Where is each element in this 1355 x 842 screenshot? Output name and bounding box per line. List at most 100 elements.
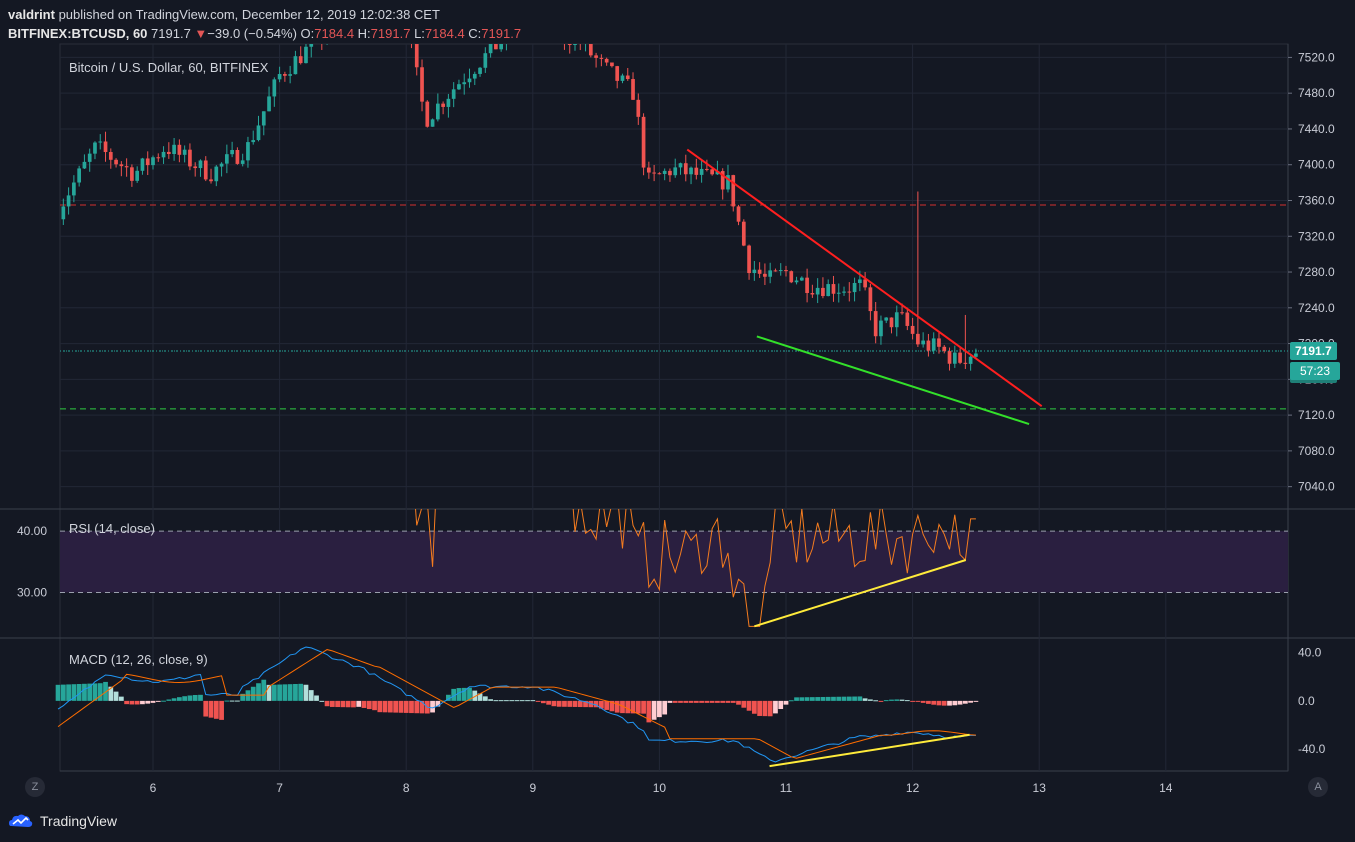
macd-histogram-bar <box>308 690 314 701</box>
y-tick-label: 7280.0 <box>1298 265 1335 279</box>
candle-body <box>246 142 250 161</box>
candle-body <box>884 317 889 321</box>
candle-body <box>87 153 92 162</box>
candle-body <box>731 175 736 207</box>
macd-histogram-bar <box>952 700 958 706</box>
candle-body <box>478 67 482 74</box>
candle-body <box>336 18 340 19</box>
low-label: L: <box>414 26 425 41</box>
candle-body <box>937 338 941 347</box>
candle-body <box>547 21 551 30</box>
macd-histogram-bar <box>699 700 704 703</box>
x-tick-label: 9 <box>529 781 536 795</box>
close-label: C: <box>468 26 482 41</box>
macd-histogram-bar <box>514 700 520 702</box>
candle-body <box>536 20 540 23</box>
macd-histogram-bar <box>171 698 177 701</box>
candle-body <box>198 160 203 169</box>
macd-histogram-bar <box>736 700 741 705</box>
candle-body <box>736 206 741 222</box>
candle-body <box>752 269 757 274</box>
candle-body <box>320 32 324 41</box>
macd-histogram-bar <box>693 700 699 703</box>
macd-histogram-bar <box>198 694 203 701</box>
candle-body <box>836 292 841 294</box>
macd-histogram-bar <box>873 700 879 702</box>
macd-histogram-bar <box>540 700 546 704</box>
macd-histogram-bar <box>161 700 166 702</box>
horizontal-levels <box>60 204 1288 410</box>
macd-histogram-bar <box>377 700 383 713</box>
macd-histogram-bar <box>799 697 805 701</box>
y-tick-label: 7520.0 <box>1298 50 1335 64</box>
candle-body <box>156 157 161 159</box>
candle-body <box>293 56 298 75</box>
candle-body <box>963 362 968 364</box>
macd-histogram-bar <box>672 700 678 703</box>
macd-histogram-bar <box>667 700 673 703</box>
macd-histogram-bar <box>794 697 799 701</box>
macd-histogram-bar <box>82 683 87 701</box>
candle-body <box>309 44 314 47</box>
ticker-symbol[interactable]: BITFINEX:BTCUSD, 60 <box>8 26 148 41</box>
candle-body <box>510 27 514 31</box>
candle-body <box>931 338 936 351</box>
candle-body <box>858 279 862 283</box>
candle-body <box>531 22 535 24</box>
macd-histogram-bar <box>920 700 926 703</box>
rsi-band <box>60 531 1288 593</box>
candle-body <box>230 149 234 155</box>
macd-histogram-bar <box>340 700 346 708</box>
macd-histogram-bar <box>846 696 852 701</box>
zoom-circle-button[interactable]: Z <box>25 777 45 797</box>
candle-body <box>641 116 646 168</box>
macd-histogram-bar <box>461 687 467 701</box>
macd-histogram-bar <box>240 693 246 701</box>
candlestick-series <box>61 18 978 371</box>
auto-scale-circle-button[interactable]: A <box>1308 777 1328 797</box>
candle-body <box>325 33 329 41</box>
macd-histogram-bar <box>446 694 451 701</box>
candle-body <box>705 168 709 170</box>
candle-body <box>958 352 962 363</box>
macd-histogram-bar <box>87 683 93 701</box>
candle-body <box>378 21 382 22</box>
candle-body <box>140 158 145 171</box>
macd-histogram-bar <box>546 700 551 705</box>
x-tick-label: 6 <box>150 781 157 795</box>
brand-logo[interactable]: TradingView <box>8 812 117 830</box>
macd-histogram-bar <box>509 700 515 702</box>
x-tick-label: 8 <box>403 781 410 795</box>
candle-body <box>515 19 519 31</box>
macd-histogram-bar <box>899 699 905 701</box>
macd-histogram-bar <box>324 700 330 707</box>
macd-histogram-bar <box>530 700 536 702</box>
y-tick-label: 7320.0 <box>1298 229 1335 243</box>
macd-histogram-bar <box>118 696 124 701</box>
macd-histogram-bar <box>134 700 140 705</box>
y-tick-label: 7360.0 <box>1298 193 1335 207</box>
candle-body <box>594 55 598 58</box>
candle-body <box>974 353 978 357</box>
author-name[interactable]: valdrint <box>8 7 55 22</box>
candle-body <box>557 29 561 35</box>
macd-histogram-bar <box>957 700 963 705</box>
candle-body <box>625 75 630 80</box>
macd-histogram-bar <box>203 700 209 717</box>
candle-body <box>657 173 662 175</box>
candle-body <box>710 169 714 175</box>
candle-body <box>726 175 730 190</box>
macd-histogram-bar <box>477 693 483 701</box>
candle-body <box>145 158 150 166</box>
y-tick-label: 7120.0 <box>1298 408 1335 422</box>
macd-histogram-bar <box>831 696 836 701</box>
candle-body <box>66 195 71 207</box>
candle-body <box>842 291 846 293</box>
y-tick-label: 7400.0 <box>1298 158 1335 172</box>
macd-histogram-bar <box>562 700 567 707</box>
candle-body <box>784 270 788 272</box>
macd-histogram-bar <box>889 699 894 701</box>
macd-histogram-bar <box>482 696 488 701</box>
macd-histogram-bar <box>678 700 683 703</box>
